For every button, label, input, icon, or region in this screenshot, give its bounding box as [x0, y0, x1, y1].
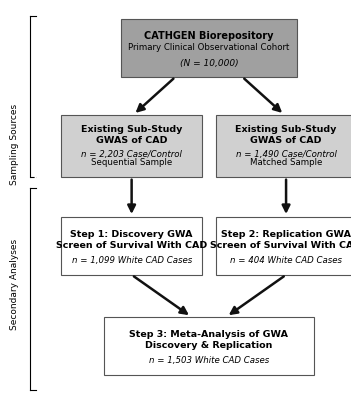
Text: n = 1,099 White CAD Cases: n = 1,099 White CAD Cases [72, 256, 192, 265]
FancyBboxPatch shape [216, 217, 351, 275]
Text: Sampling Sources: Sampling Sources [9, 104, 19, 184]
Text: Step 2: Replication GWA: Step 2: Replication GWA [221, 230, 351, 239]
Text: (N = 10,000): (N = 10,000) [179, 59, 238, 68]
Text: Sequential Sample: Sequential Sample [91, 158, 172, 167]
Text: Matched Sample: Matched Sample [250, 158, 322, 167]
Text: Step 3: Meta-Analysis of GWA: Step 3: Meta-Analysis of GWA [130, 330, 288, 339]
FancyBboxPatch shape [61, 115, 202, 177]
Text: Discovery & Replication: Discovery & Replication [145, 342, 272, 350]
Text: Secondary Analyses: Secondary Analyses [9, 238, 19, 330]
Text: Screen of Survival With CAD: Screen of Survival With CAD [211, 242, 351, 250]
Text: Existing Sub-Study: Existing Sub-Study [236, 125, 337, 134]
FancyBboxPatch shape [121, 19, 297, 77]
Text: n = 1,503 White CAD Cases: n = 1,503 White CAD Cases [149, 356, 269, 365]
Text: n = 2,203 Case/Control: n = 2,203 Case/Control [81, 150, 182, 159]
Text: CATHGEN Biorepository: CATHGEN Biorepository [144, 31, 273, 41]
Text: GWAS of CAD: GWAS of CAD [96, 136, 167, 145]
Text: Primary Clinical Observational Cohort: Primary Clinical Observational Cohort [128, 44, 290, 52]
Text: GWAS of CAD: GWAS of CAD [250, 136, 322, 145]
Text: Step 1: Discovery GWA: Step 1: Discovery GWA [70, 230, 193, 239]
Text: n = 404 White CAD Cases: n = 404 White CAD Cases [230, 256, 342, 265]
FancyBboxPatch shape [104, 317, 314, 375]
Text: Existing Sub-Study: Existing Sub-Study [81, 125, 182, 134]
FancyBboxPatch shape [61, 217, 202, 275]
Text: n = 1,490 Case/Control: n = 1,490 Case/Control [236, 150, 337, 159]
FancyBboxPatch shape [216, 115, 351, 177]
Text: Screen of Survival With CAD: Screen of Survival With CAD [56, 242, 207, 250]
